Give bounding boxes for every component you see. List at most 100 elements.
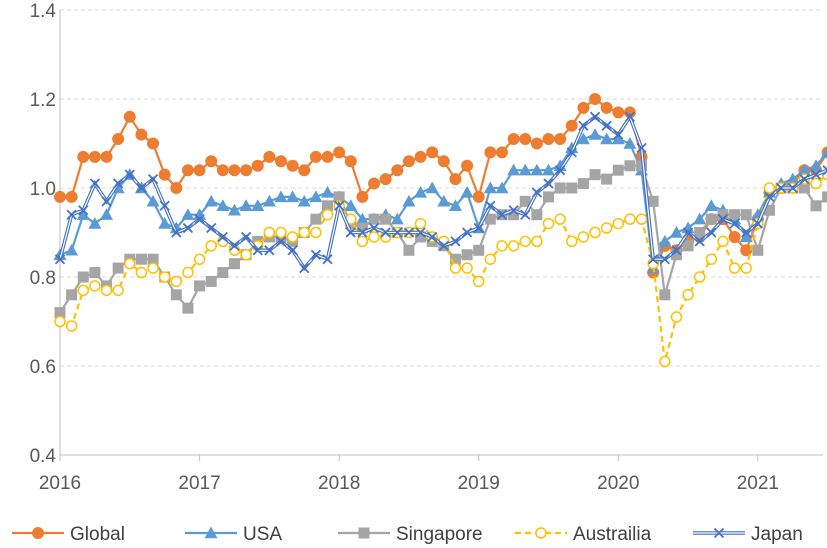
data-point-global bbox=[88, 150, 101, 163]
data-point-japan bbox=[368, 222, 380, 234]
data-point-singapore bbox=[601, 173, 613, 185]
data-point-japan bbox=[229, 240, 240, 251]
data-point-japan bbox=[287, 245, 298, 256]
data-point-austrailia bbox=[135, 266, 148, 279]
data-point-singapore bbox=[368, 213, 380, 225]
data-point-austrailia bbox=[182, 266, 194, 279]
data-point-singapore bbox=[763, 204, 775, 216]
data-point-austrailia bbox=[484, 253, 497, 265]
data-point-austrailia bbox=[705, 253, 718, 265]
data-point-global bbox=[449, 173, 462, 186]
data-point-japan bbox=[566, 147, 577, 158]
data-point-austrailia bbox=[147, 262, 159, 274]
data-point-global bbox=[414, 150, 427, 163]
data-point-usa bbox=[669, 226, 683, 238]
data-point-global bbox=[519, 133, 532, 146]
legend-item-japan: Japan bbox=[693, 524, 803, 545]
data-point-japan bbox=[671, 245, 682, 256]
data-point-austrailia bbox=[717, 235, 729, 248]
data-point-austrailia bbox=[321, 208, 334, 221]
data-point-global bbox=[321, 150, 334, 163]
data-point-japan bbox=[578, 120, 589, 131]
data-point-austrailia bbox=[275, 226, 287, 239]
data-point-global bbox=[368, 177, 381, 190]
data-point-global bbox=[112, 133, 125, 146]
data-point-japan bbox=[113, 178, 124, 189]
x-tick-labels: 2016 2017 2018 2019 2020 2021 bbox=[39, 473, 779, 494]
x-tick-label: 2018 bbox=[318, 473, 360, 494]
data-point-usa bbox=[588, 128, 602, 140]
data-point-singapore bbox=[589, 169, 601, 181]
data-point-usa bbox=[355, 212, 369, 225]
legend-marker bbox=[713, 527, 725, 539]
data-point-usa bbox=[321, 185, 335, 198]
x-tick-label: 2019 bbox=[458, 473, 500, 494]
legend-item-singapore: Singapore bbox=[338, 524, 483, 545]
data-point-global bbox=[507, 133, 520, 146]
data-point-japan bbox=[752, 218, 763, 229]
data-point-japan bbox=[787, 182, 798, 194]
data-point-austrailia bbox=[531, 235, 543, 248]
data-point-singapore bbox=[519, 195, 531, 207]
data-point-singapore bbox=[333, 191, 345, 203]
data-point-singapore bbox=[89, 267, 101, 279]
data-point-global bbox=[228, 164, 241, 177]
data-point-japan bbox=[89, 178, 101, 189]
data-point-usa bbox=[530, 163, 544, 176]
series-austrailia bbox=[54, 168, 827, 368]
data-point-japan bbox=[310, 249, 322, 260]
data-point-austrailia bbox=[240, 249, 252, 261]
data-point-global bbox=[240, 164, 253, 177]
data-point-japan bbox=[531, 187, 543, 198]
data-point-usa bbox=[344, 199, 358, 211]
data-point-usa bbox=[65, 243, 79, 256]
data-point-japan bbox=[217, 231, 228, 243]
data-point-austrailia bbox=[635, 213, 648, 225]
data-point-austrailia bbox=[693, 271, 706, 283]
data-point-usa bbox=[309, 190, 323, 203]
data-point-japan bbox=[659, 254, 670, 265]
data-point-japan bbox=[124, 169, 135, 180]
data-point-japan bbox=[334, 200, 345, 211]
data-point-global bbox=[158, 168, 171, 181]
data-point-austrailia bbox=[461, 262, 473, 274]
data-point-japan bbox=[252, 245, 263, 256]
series-usa bbox=[53, 128, 827, 274]
data-point-japan bbox=[485, 200, 496, 211]
data-point-usa bbox=[216, 199, 230, 211]
data-point-usa bbox=[425, 181, 439, 194]
data-point-usa bbox=[623, 137, 637, 149]
data-point-japan bbox=[159, 200, 170, 211]
data-point-austrailia bbox=[89, 280, 101, 292]
data-point-japan bbox=[427, 231, 438, 243]
data-point-japan bbox=[741, 227, 752, 238]
x-tick-label: 2021 bbox=[737, 473, 779, 494]
data-point-singapore bbox=[170, 289, 182, 301]
data-point-global bbox=[263, 150, 276, 163]
data-point-singapore bbox=[484, 213, 496, 225]
data-point-global bbox=[216, 164, 229, 177]
data-point-japan bbox=[613, 129, 624, 140]
data-point-austrailia bbox=[414, 217, 427, 230]
data-point-japan bbox=[392, 227, 403, 238]
data-point-usa bbox=[100, 208, 114, 220]
data-point-usa bbox=[483, 181, 497, 194]
legend-label: Singapore bbox=[396, 524, 483, 545]
data-point-usa bbox=[146, 194, 160, 207]
data-point-global bbox=[356, 190, 369, 203]
data-point-austrailia bbox=[670, 311, 683, 323]
data-point-global bbox=[426, 146, 439, 159]
data-point-singapore bbox=[624, 160, 636, 172]
data-point-usa bbox=[297, 194, 311, 207]
data-point-japan bbox=[508, 205, 519, 216]
data-point-japan bbox=[415, 227, 426, 238]
data-point-global bbox=[461, 159, 474, 172]
data-point-austrailia bbox=[600, 222, 613, 234]
data-point-austrailia bbox=[310, 226, 322, 239]
data-point-singapore bbox=[194, 280, 206, 292]
data-point-austrailia bbox=[472, 275, 485, 288]
data-point-global bbox=[274, 155, 287, 168]
data-point-singapore bbox=[54, 307, 66, 319]
y-tick-label: 1.4 bbox=[30, 1, 57, 22]
data-point-japan bbox=[764, 191, 775, 203]
